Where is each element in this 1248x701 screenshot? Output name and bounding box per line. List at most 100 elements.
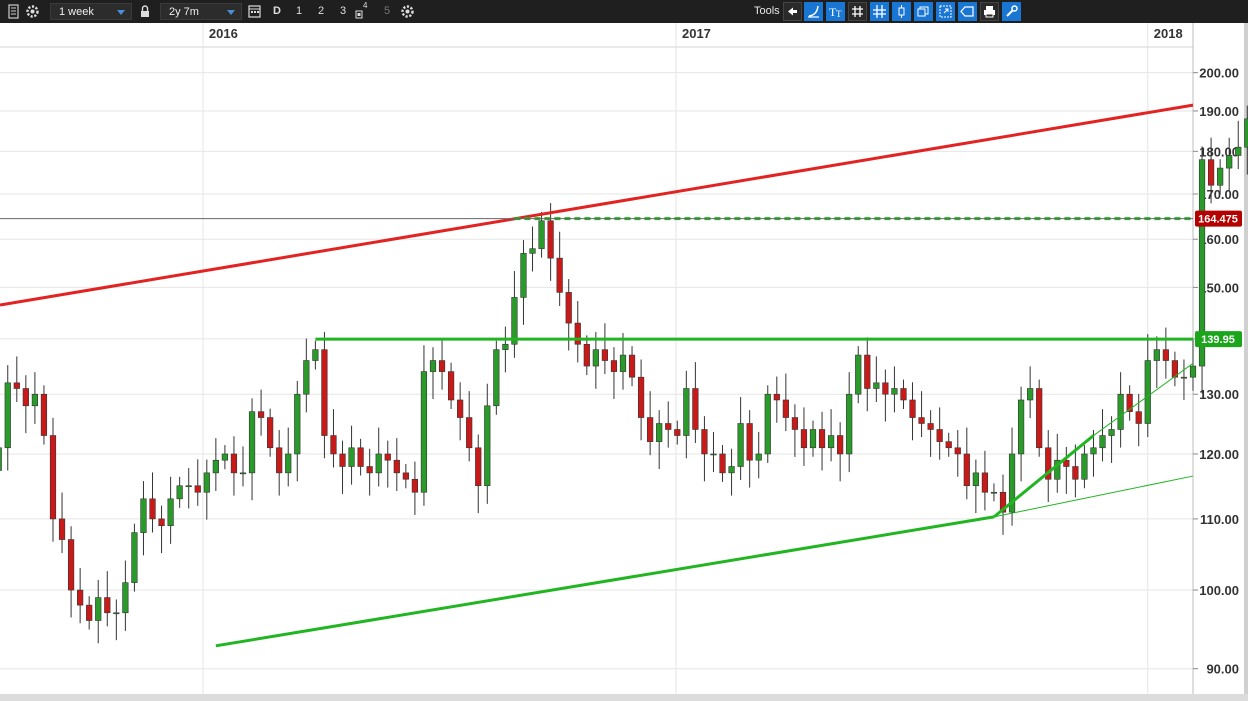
candle	[0, 447, 2, 471]
up-candle-body	[764, 393, 771, 455]
up-candle-body	[1054, 459, 1061, 480]
down-candle-body	[719, 453, 726, 474]
up-candle-body	[728, 466, 735, 474]
y-tick-label: 90.00	[1206, 662, 1239, 677]
layers-tool-icon[interactable]	[914, 2, 933, 21]
print-icon[interactable]	[980, 2, 999, 21]
candle	[276, 430, 283, 496]
settings-icon[interactable]	[398, 2, 417, 21]
back-arrow-icon[interactable]	[783, 2, 802, 21]
bottom-scrollbar[interactable]	[0, 694, 1248, 701]
candle	[873, 356, 880, 403]
down-candle-body	[67, 539, 75, 591]
down-candle-body	[936, 429, 943, 442]
up-candle-body	[95, 597, 102, 621]
candle	[1217, 159, 1224, 195]
candle	[1235, 120, 1242, 170]
up-candle-body	[1244, 118, 1248, 148]
up-candle-body	[1235, 146, 1242, 156]
up-candle-body	[420, 371, 428, 493]
candle	[1144, 334, 1151, 438]
up-candle-body	[873, 382, 880, 389]
chart-menu-icon[interactable]	[4, 2, 23, 21]
up-candle-body	[1226, 155, 1233, 169]
candle	[167, 476, 174, 544]
up-candle-body	[755, 453, 762, 461]
down-candle-body	[447, 371, 455, 401]
candle	[95, 579, 102, 644]
down-candle-body	[267, 417, 274, 449]
candle	[1171, 351, 1179, 387]
down-candle-body	[674, 429, 681, 436]
up-candle-body	[493, 349, 500, 407]
gear-icon[interactable]	[23, 2, 42, 21]
candle	[800, 407, 808, 466]
candle-tool-icon[interactable]	[892, 2, 911, 21]
candle	[619, 333, 627, 390]
candle	[556, 231, 563, 306]
timeframe-d-button[interactable]: D	[273, 5, 281, 17]
down-candle-body	[791, 417, 799, 430]
preset-5-button[interactable]: 5	[383, 5, 391, 17]
up-candle-body	[4, 382, 11, 449]
candle	[122, 560, 129, 631]
up-candle-body	[891, 388, 898, 395]
up-candle-body	[1090, 447, 1097, 455]
down-candle-body	[40, 393, 48, 436]
calendar-icon[interactable]	[245, 2, 264, 21]
right-edge	[1244, 23, 1248, 694]
svg-text:T: T	[836, 9, 842, 19]
grid-tool-icon[interactable]	[848, 2, 867, 21]
candle	[755, 431, 762, 479]
up-candle-body	[619, 354, 627, 372]
price-chart[interactable]: 2016 2017 2018 90.00 100.00 110.00 120.00 130.…	[0, 23, 1248, 701]
level-label: 139.95	[1201, 334, 1235, 346]
rising-support-line	[993, 434, 1095, 519]
candle	[203, 459, 210, 520]
settings-tool-icon[interactable]	[1002, 2, 1021, 21]
candle	[239, 446, 247, 487]
candle	[665, 401, 672, 448]
candle	[647, 391, 654, 456]
y-tick-label: 110.00	[1200, 512, 1239, 527]
resize-tool-icon[interactable]	[936, 2, 955, 21]
up-candle-body	[113, 612, 120, 615]
up-candle-body	[212, 459, 219, 474]
candle	[538, 211, 545, 258]
curve-tool-icon[interactable]	[804, 2, 823, 21]
candle	[230, 436, 238, 496]
candle	[818, 411, 826, 471]
up-candle-body	[855, 354, 862, 395]
preset-3-button[interactable]: 3	[339, 5, 347, 17]
candle	[827, 409, 835, 462]
candle	[683, 370, 690, 459]
label-tool-icon[interactable]	[958, 2, 977, 21]
candle	[855, 346, 862, 404]
range-select[interactable]: 2y 7m	[160, 3, 242, 20]
lock-icon[interactable]	[136, 2, 155, 21]
candle	[393, 438, 400, 491]
price-badges: 164.475 139.95	[1195, 210, 1242, 348]
up-candle-body	[185, 485, 192, 488]
candle	[710, 431, 717, 473]
down-candle-body	[900, 388, 907, 401]
candle	[185, 468, 192, 509]
down-candle-body	[457, 399, 464, 418]
hash-tool-icon[interactable]	[870, 2, 889, 21]
preset-2-button[interactable]: 2	[317, 5, 325, 17]
up-candle-body	[656, 423, 663, 442]
interval-select[interactable]: 1 week	[50, 3, 132, 20]
candle	[194, 459, 201, 506]
candle	[583, 335, 590, 376]
preset-1-button[interactable]: 1	[295, 5, 303, 17]
candle	[484, 383, 491, 504]
x-axis: 2016 2017 2018	[209, 26, 1183, 41]
current-price-label: 164.475	[1198, 214, 1238, 226]
candle	[728, 448, 735, 496]
candle	[411, 461, 419, 515]
candle	[1198, 146, 1206, 394]
down-candle-body	[276, 447, 283, 474]
x-tick-label: 2017	[682, 26, 711, 41]
preset-4-button[interactable]: 4	[352, 1, 371, 21]
